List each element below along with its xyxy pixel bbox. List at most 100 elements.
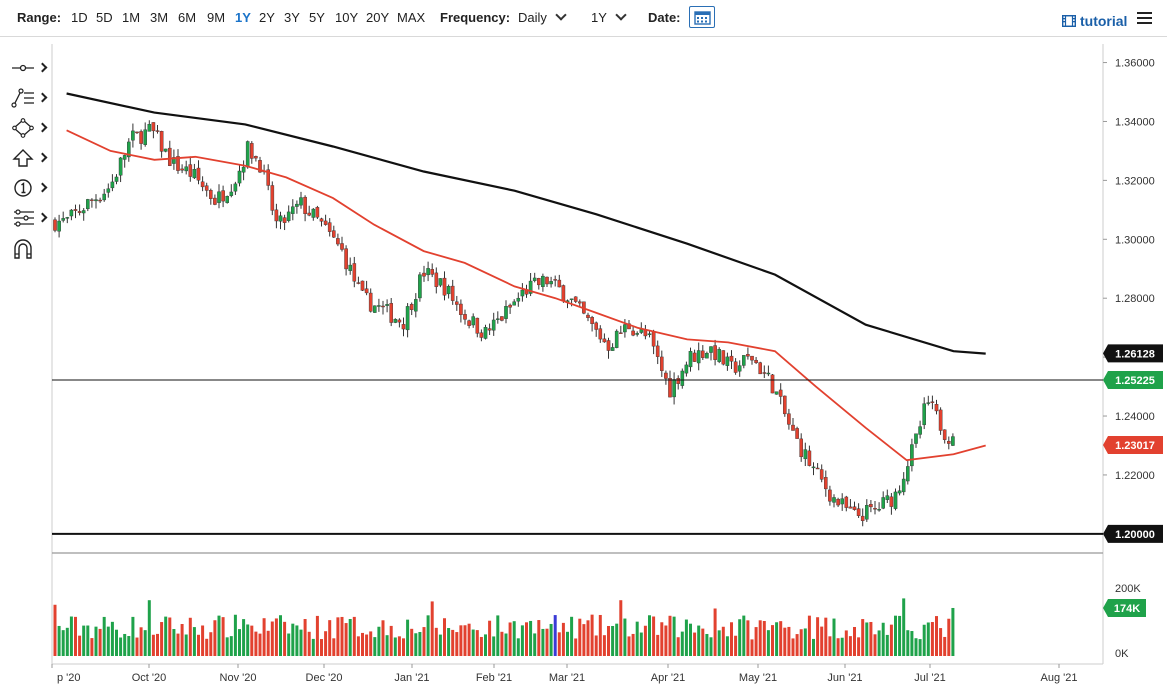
range-button-6m[interactable]: 6M — [178, 10, 197, 25]
tutorial-link[interactable]: tutorial — [1062, 13, 1127, 29]
candle-body — [508, 304, 512, 308]
volume-bar — [602, 635, 606, 656]
candle-body — [393, 319, 398, 323]
range-button-5y[interactable]: 5Y — [309, 10, 325, 25]
volume-bar — [717, 630, 721, 656]
candle-body — [844, 496, 849, 508]
volume-bar — [402, 638, 405, 656]
candle-body — [487, 328, 492, 331]
measure-tool[interactable] — [8, 206, 48, 230]
magnet-tool[interactable] — [8, 236, 48, 260]
volume-bar — [69, 616, 73, 656]
volume-bar — [492, 636, 496, 656]
range-button-10y[interactable]: 10Y — [335, 10, 359, 25]
candle-body — [742, 355, 746, 366]
range-button-max[interactable]: MAX — [397, 10, 426, 25]
hamburger-menu-icon[interactable] — [1137, 12, 1152, 25]
range-button-1m[interactable]: 1M — [122, 10, 141, 25]
volume-bar — [192, 627, 196, 656]
volume-bar — [176, 633, 180, 656]
candle-body — [192, 169, 197, 179]
volume-bar — [139, 627, 143, 656]
candle-body — [512, 301, 516, 306]
period-select[interactable]: 1Y — [591, 9, 627, 26]
volume-bar — [906, 630, 910, 656]
x-tick-label: p '20 — [57, 672, 81, 684]
volume-bar — [865, 622, 869, 656]
x-tick-label: Nov '20 — [220, 672, 257, 684]
volume-bar — [82, 625, 86, 656]
volume-bar — [943, 636, 947, 656]
volume-bar — [344, 623, 348, 656]
crosshair-tool[interactable] — [8, 56, 48, 80]
volume-bar — [115, 629, 118, 656]
candle-body — [278, 215, 283, 222]
volume-bar — [209, 632, 213, 656]
volume-bar — [414, 633, 418, 656]
shapes-tool[interactable] — [8, 116, 48, 140]
price-tags: 1.26128 1.25225 1.23017 1.20000 174K — [1103, 344, 1163, 617]
candle-body — [532, 277, 537, 281]
candle-body — [692, 352, 697, 362]
candle-body — [520, 289, 525, 297]
annotation-tool[interactable] — [8, 176, 48, 200]
candle-body — [479, 332, 484, 338]
candle-body — [270, 185, 275, 211]
range-button-5d[interactable]: 5D — [96, 10, 113, 25]
candle-body — [172, 157, 176, 164]
candle-body — [549, 281, 553, 285]
volume-bar — [525, 622, 528, 656]
candle-body — [377, 305, 381, 307]
candle-body — [828, 489, 832, 502]
candle-body — [184, 166, 189, 172]
volume-bar — [238, 629, 241, 656]
candle-body — [676, 378, 680, 384]
date-picker-button[interactable] — [689, 6, 715, 28]
range-button-9m[interactable]: 9M — [207, 10, 226, 25]
candle-body — [274, 209, 279, 222]
frequency-select[interactable]: Daily — [518, 9, 567, 26]
volume-bar — [352, 616, 356, 656]
date-label: Date: — [648, 10, 681, 25]
candle-body — [491, 319, 496, 331]
range-button-3m[interactable]: 3M — [150, 10, 169, 25]
candle-body — [311, 208, 316, 218]
volume-bar — [307, 631, 311, 656]
volume-bar — [816, 617, 820, 656]
volume-bar — [713, 608, 717, 656]
candle-body — [483, 327, 488, 339]
candle-body — [319, 218, 324, 222]
volume-bar — [734, 635, 738, 656]
range-button-1y[interactable]: 1Y — [235, 10, 251, 25]
candle-body — [787, 413, 791, 425]
volume-bar — [902, 598, 906, 656]
candle-body — [774, 391, 779, 395]
range-button-20y[interactable]: 20Y — [366, 10, 390, 25]
candle-body — [709, 346, 713, 353]
candle-body — [299, 197, 303, 206]
candle-body — [664, 372, 668, 379]
candle-body — [766, 372, 771, 375]
range-button-3y[interactable]: 3Y — [284, 10, 300, 25]
volume-bar — [561, 622, 565, 656]
price-chart[interactable]: 1.360001.340001.320001.300001.280001.260… — [0, 37, 1167, 695]
range-button-2y[interactable]: 2Y — [259, 10, 275, 25]
candle-body — [869, 504, 873, 508]
volume-bar — [315, 615, 319, 656]
candle-body — [332, 230, 336, 238]
volume-bar — [430, 601, 434, 656]
volume-bar — [672, 616, 676, 656]
candle-body — [323, 220, 328, 225]
candle-body — [57, 220, 61, 232]
volume-bar — [135, 637, 139, 656]
volume-bar — [467, 623, 471, 656]
y-tick-label: 1.34000 — [1115, 116, 1155, 128]
range-button-1d[interactable]: 1D — [71, 10, 88, 25]
chevron-down-icon — [555, 9, 567, 21]
candle-body — [291, 206, 295, 214]
volume-bar — [660, 622, 664, 656]
fibonacci-tool[interactable] — [8, 86, 48, 110]
arrow-tool[interactable] — [8, 146, 48, 170]
candle-body — [442, 277, 447, 296]
volume-bar — [881, 622, 885, 656]
